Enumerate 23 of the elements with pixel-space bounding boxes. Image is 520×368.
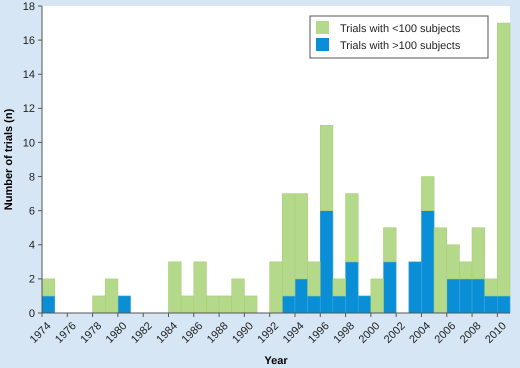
legend-label: Trials with >100 subjects [340, 40, 461, 52]
legend-label: Trials with <100 subjects [340, 22, 461, 35]
y-tick-label: 0 [28, 308, 35, 320]
bar [421, 176, 434, 211]
x-axis-title: Year [264, 355, 288, 367]
y-tick-label: 4 [28, 240, 35, 252]
y-tick-label: 10 [22, 137, 35, 150]
bar [383, 262, 396, 314]
y-tick-label: 14 [22, 69, 35, 82]
y-axis-title: Number of trials (n) [3, 108, 15, 210]
y-tick-label: 12 [22, 103, 35, 116]
bar [345, 193, 359, 262]
bar [383, 227, 396, 262]
bar [42, 278, 55, 296]
bar [370, 278, 384, 314]
y-tick-label: 6 [28, 206, 35, 218]
y-tick-label: 8 [28, 171, 35, 184]
bar [320, 125, 334, 211]
bar [332, 278, 346, 296]
bar [118, 296, 131, 314]
y-tick-label: 18 [22, 0, 35, 13]
y-tick-label: 2 [28, 274, 35, 286]
y-tick-label: 16 [22, 34, 35, 47]
